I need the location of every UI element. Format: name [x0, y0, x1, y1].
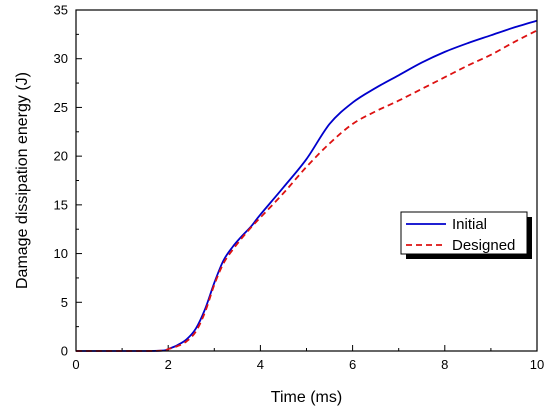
plot-frame	[75, 9, 538, 352]
y-tick-label: 0	[61, 344, 68, 359]
y-tick-label: 25	[54, 100, 68, 115]
y-tick-label: 10	[54, 246, 68, 261]
series-line-designed	[75, 29, 538, 352]
legend: Initial Designed	[400, 211, 532, 259]
y-tick-label: 20	[54, 149, 68, 164]
x-tick-label: 8	[441, 357, 448, 372]
x-tick-label: 0	[72, 357, 79, 372]
x-tick-label: 4	[257, 357, 264, 372]
legend-label-initial: Initial	[452, 216, 487, 233]
x-tick-label: 6	[349, 357, 356, 372]
y-axis-title: Damage dissipation energy (J)	[14, 72, 31, 289]
tick-labels-layer: 0 2 4 6 8 10 0 5 10 15 20 25 30 35	[54, 3, 545, 373]
y-tick-label: 35	[54, 3, 68, 18]
series-layer	[75, 19, 538, 352]
x-axis-title: Time (ms)	[271, 389, 342, 406]
legend-box	[400, 211, 528, 255]
legend-label-designed: Designed	[452, 237, 515, 254]
x-tick-label: 2	[165, 357, 172, 372]
y-tick-label: 5	[61, 295, 68, 310]
series-line-initial	[75, 19, 538, 352]
x-tick-label: 10	[530, 357, 544, 372]
y-tick-label: 15	[54, 197, 68, 212]
y-tick-label: 30	[54, 51, 68, 66]
